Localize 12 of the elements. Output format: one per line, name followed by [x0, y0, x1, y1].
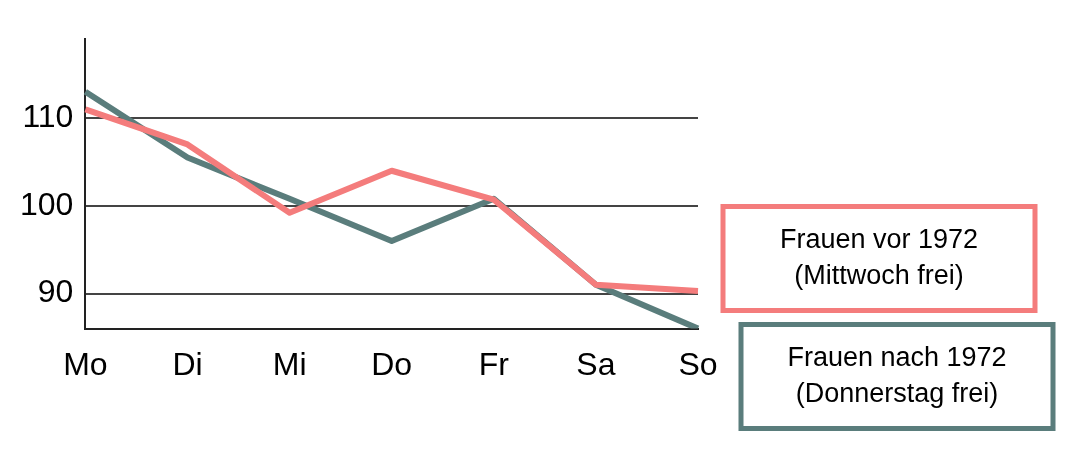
text: Frauen vor 1972 (Mittwoch frei) [779, 224, 979, 291]
x-tick-label: Mo [63, 345, 108, 382]
text: Frauen nach 1972 (Donnerstag frei) [787, 342, 1007, 409]
x-tick-label: Sa [576, 345, 616, 382]
y-tick-label: 100 [20, 185, 74, 222]
x-tick-label: Mi [272, 345, 307, 382]
x-tick-label: So [678, 345, 718, 382]
y-tick-label: 90 [37, 273, 74, 310]
x-tick-label: Do [371, 345, 413, 382]
x-tick-label: Fr [478, 345, 510, 382]
x-tick-label: Di [172, 345, 203, 382]
y-tick-label: 110 [22, 97, 74, 134]
